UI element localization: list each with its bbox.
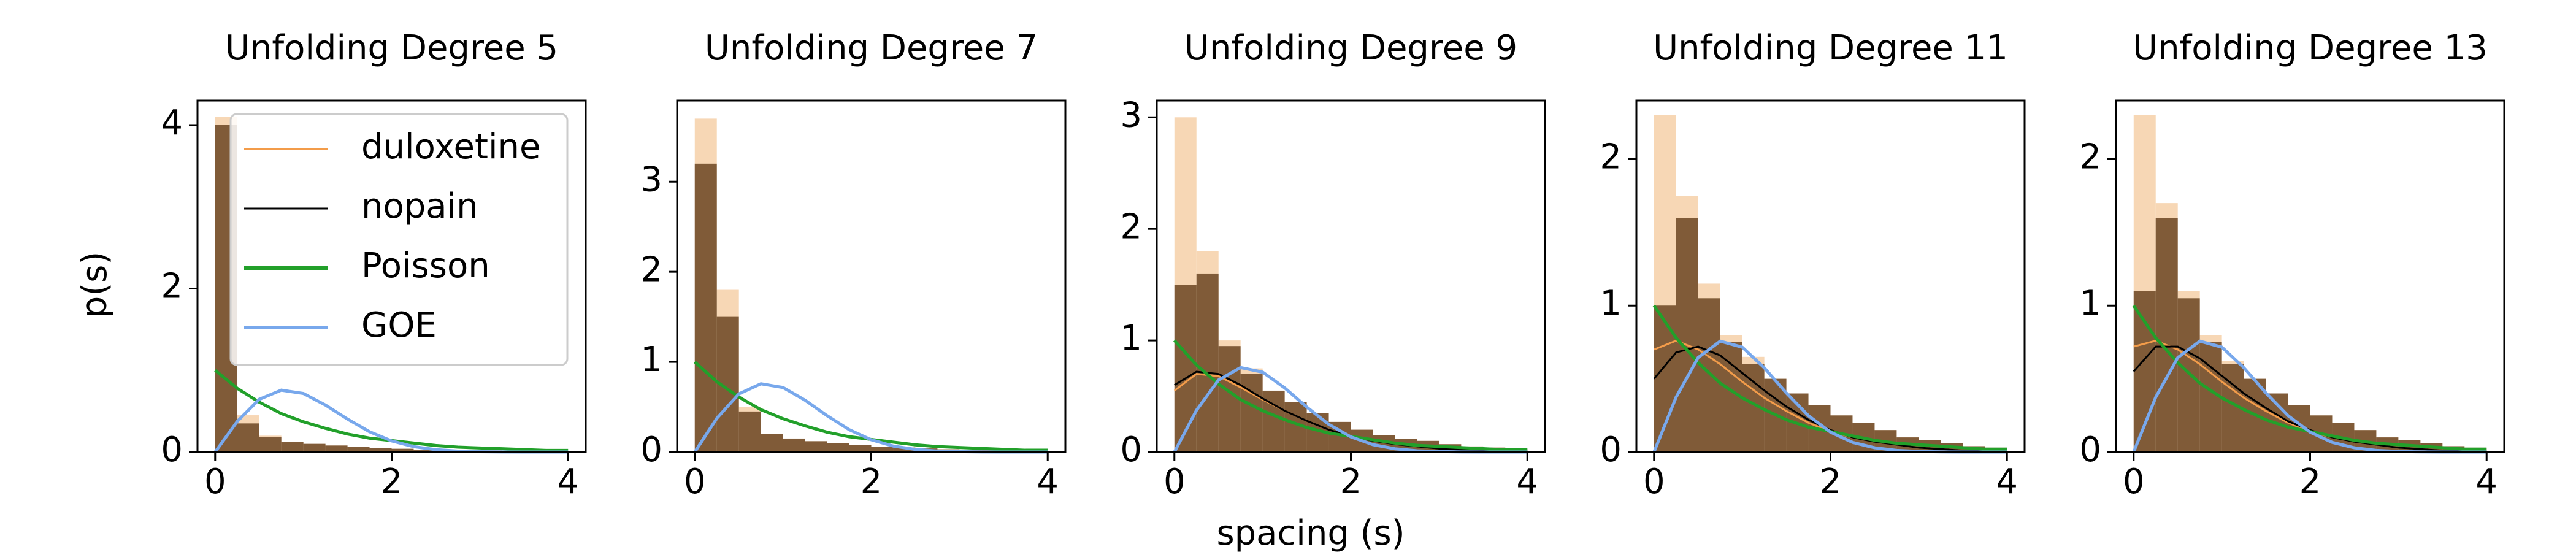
legend-box <box>229 113 569 366</box>
x-tick-label: 2 <box>2299 462 2321 502</box>
y-tick-label: 0 <box>161 430 183 470</box>
x-tick-label: 0 <box>684 462 706 502</box>
histogram-bar <box>1654 305 1676 452</box>
legend-label: nopain <box>361 186 478 226</box>
legend-label: duloxetine <box>361 127 540 167</box>
y-tick-label: 3 <box>640 159 662 199</box>
y-tick-label: 0 <box>640 430 662 470</box>
y-tick-label: 1 <box>640 340 662 380</box>
x-tick-label: 2 <box>861 462 883 502</box>
histogram-bar <box>259 437 282 452</box>
y-tick-label: 1 <box>2079 283 2101 323</box>
y-tick-label: 0 <box>2079 430 2101 470</box>
histogram-bar <box>303 443 326 452</box>
x-tick-label: 2 <box>381 462 403 502</box>
x-tick-label: 4 <box>2475 462 2497 502</box>
histogram-bar <box>2155 218 2178 452</box>
histogram-bar <box>871 447 894 452</box>
x-tick-label: 4 <box>1996 462 2018 502</box>
legend-label: GOE <box>361 305 437 345</box>
x-tick-label: 0 <box>2123 462 2145 502</box>
histogram-bar <box>281 442 304 452</box>
x-tick-label: 2 <box>1340 462 1362 502</box>
x-tick-label: 4 <box>1037 462 1059 502</box>
histogram-bar <box>1196 273 1219 452</box>
histogram-bar <box>893 447 916 452</box>
y-tick-label: 2 <box>1120 207 1142 247</box>
histogram-bar <box>1676 218 1698 452</box>
x-tick-label: 0 <box>1643 462 1665 502</box>
y-tick-label: 1 <box>1600 283 1622 323</box>
x-tick-label: 0 <box>1163 462 1186 502</box>
y-axis-label: p(s) <box>75 251 115 318</box>
histogram-bar <box>738 411 761 452</box>
histogram-bar <box>2177 298 2200 452</box>
y-tick-label: 3 <box>1120 95 1142 135</box>
histogram-bar <box>849 445 872 452</box>
histogram-bar <box>1698 298 1720 452</box>
y-tick-label: 1 <box>1120 318 1142 358</box>
x-tick-label: 4 <box>1516 462 1538 502</box>
chart-title: Unfolding Degree 9 <box>1184 28 1517 68</box>
histogram-bar <box>325 445 348 452</box>
histogram-bar <box>827 443 849 452</box>
histogram-bar <box>761 434 783 452</box>
histogram-bar <box>694 163 717 452</box>
y-tick-label: 4 <box>161 103 183 143</box>
chart-title: Unfolding Degree 7 <box>705 28 1038 68</box>
histogram-bar <box>391 448 414 452</box>
y-tick-label: 2 <box>1600 137 1622 177</box>
histogram-bar <box>237 423 259 452</box>
x-tick-label: 0 <box>204 462 226 502</box>
y-tick-label: 0 <box>1600 430 1622 470</box>
histogram-bar <box>805 441 827 452</box>
y-tick-label: 2 <box>2079 137 2101 177</box>
histogram-bar <box>783 438 805 452</box>
histogram-bar <box>347 447 370 452</box>
histogram-bar <box>1174 285 1197 452</box>
histogram-bar <box>413 450 436 452</box>
histogram-bar <box>369 448 392 452</box>
histogram-bar <box>1218 346 1241 452</box>
chart-title: Unfolding Degree 11 <box>1653 28 2008 68</box>
chart-title: Unfolding Degree 5 <box>225 28 558 68</box>
legend-label: Poisson <box>361 246 490 286</box>
y-tick-label: 0 <box>1120 430 1142 470</box>
histogram-bar <box>1240 374 1263 452</box>
chart-title: Unfolding Degree 13 <box>2133 28 2488 68</box>
x-axis-label: spacing (s) <box>1216 513 1405 552</box>
x-tick-label: 4 <box>557 462 579 502</box>
y-tick-label: 2 <box>640 250 662 289</box>
x-tick-label: 2 <box>1820 462 1842 502</box>
y-tick-label: 2 <box>161 267 183 307</box>
